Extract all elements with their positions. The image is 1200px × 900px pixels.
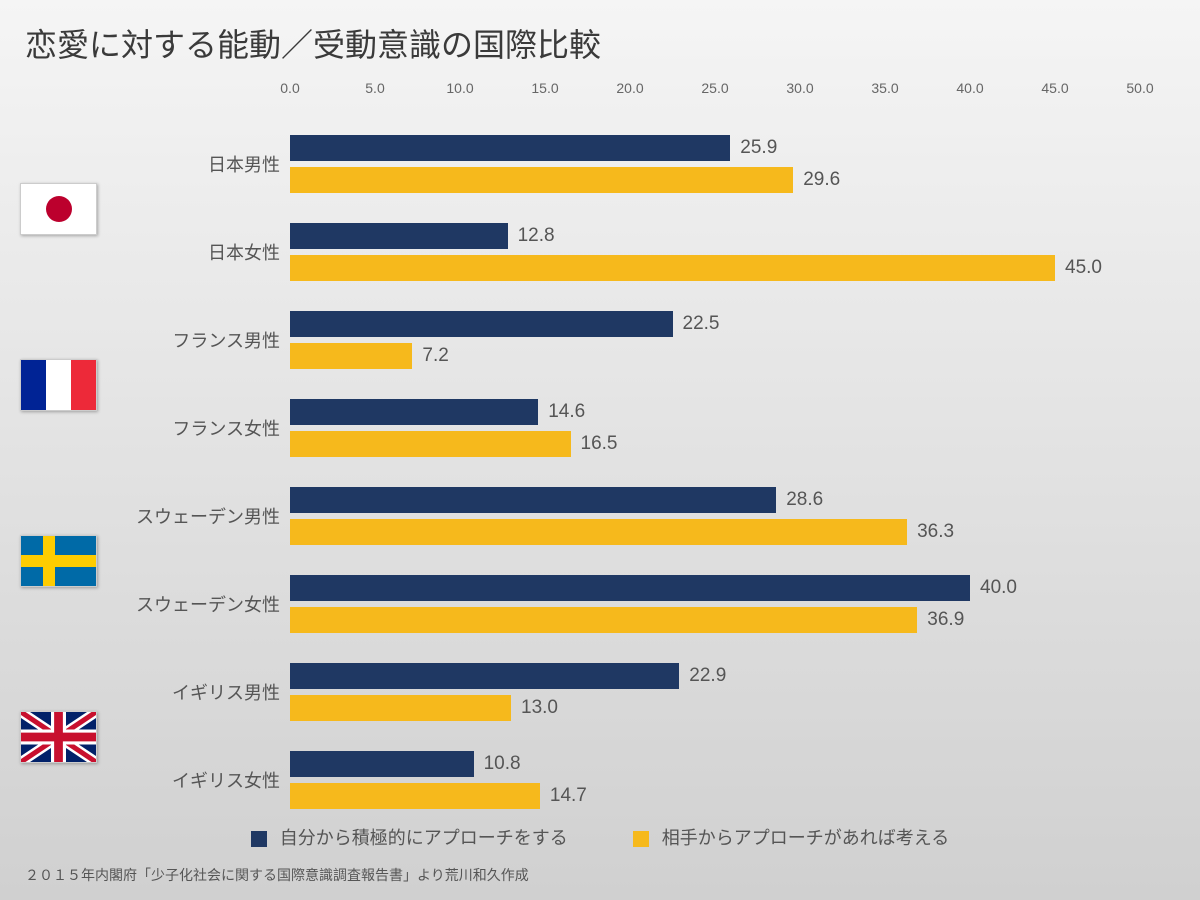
category-label: 日本女性: [0, 239, 280, 265]
bar: [290, 751, 474, 777]
bar: [290, 487, 776, 513]
x-tick-label: 20.0: [616, 80, 643, 96]
chart-row: フランス女性 14.6 16.5: [0, 384, 1200, 472]
bar-value: 36.9: [927, 609, 964, 631]
chart-row: イギリス男性 22.9 13.0: [0, 648, 1200, 736]
bar-value: 45.0: [1065, 257, 1102, 279]
category-label: スウェーデン女性: [0, 591, 280, 617]
category-label: 日本男性: [0, 151, 280, 177]
x-tick-label: 50.0: [1126, 80, 1153, 96]
chart-row: スウェーデン男性 28.6 36.3: [0, 472, 1200, 560]
bar: [290, 255, 1055, 281]
category-label: スウェーデン男性: [0, 503, 280, 529]
bar: [290, 695, 511, 721]
x-tick-label: 15.0: [531, 80, 558, 96]
bar: [290, 519, 907, 545]
bar: [290, 311, 673, 337]
x-tick-label: 5.0: [365, 80, 384, 96]
bar-value: 22.5: [683, 313, 720, 335]
bar-value: 10.8: [484, 753, 521, 775]
chart-row: イギリス女性 10.8 14.7: [0, 736, 1200, 824]
legend-swatch-icon: [251, 831, 267, 847]
legend-swatch-icon: [633, 831, 649, 847]
bar: [290, 343, 412, 369]
x-tick-label: 45.0: [1041, 80, 1068, 96]
category-label: フランス女性: [0, 415, 280, 441]
x-tick-label: 10.0: [446, 80, 473, 96]
bar-value: 36.3: [917, 521, 954, 543]
chart-area: 0.0 5.0 10.0 15.0 20.0 25.0 30.0 35.0 40.0 45.0 50…: [0, 80, 1200, 850]
category-label: イギリス女性: [0, 767, 280, 793]
chart-row: 日本女性 12.8 45.0: [0, 208, 1200, 296]
bar: [290, 223, 508, 249]
bar: [290, 431, 571, 457]
bar: [290, 167, 793, 193]
flag-uk-icon: [20, 711, 97, 763]
bar-value: 12.8: [518, 225, 555, 247]
bar-value: 40.0: [980, 577, 1017, 599]
bar-value: 28.6: [786, 489, 823, 511]
chart-row: スウェーデン女性 40.0 36.9: [0, 560, 1200, 648]
legend-label: 相手からアプローチがあれば考える: [662, 828, 949, 848]
bar: [290, 607, 917, 633]
bar-value: 7.2: [422, 345, 448, 367]
x-tick-label: 25.0: [701, 80, 728, 96]
bar-value: 16.5: [581, 433, 618, 455]
bar: [290, 783, 540, 809]
flag-jp-icon: [20, 183, 97, 235]
bar: [290, 135, 730, 161]
x-tick-label: 0.0: [280, 80, 299, 96]
chart-rows: 日本男性25.929.6日本女性12.845.0フランス男性22.57.2フラン…: [0, 120, 1200, 824]
x-tick-label: 30.0: [786, 80, 813, 96]
flag-fr-icon: [20, 359, 97, 411]
legend: 自分から積極的にアプローチをする 相手からアプローチがあれば考える: [0, 824, 1200, 850]
legend-label: 自分から積極的にアプローチをする: [280, 828, 568, 848]
bar: [290, 575, 970, 601]
x-axis: 0.05.010.015.020.025.030.035.040.045.050…: [290, 80, 1170, 110]
legend-item-active: 自分から積極的にアプローチをする: [251, 824, 568, 850]
chart-row: フランス男性 22.5 7.2: [0, 296, 1200, 384]
chart-row: 日本男性 25.9 29.6: [0, 120, 1200, 208]
category-label: イギリス男性: [0, 679, 280, 705]
bar: [290, 399, 538, 425]
x-tick-label: 35.0: [871, 80, 898, 96]
x-tick-label: 40.0: [956, 80, 983, 96]
flag-se-icon: [20, 535, 97, 587]
bar-value: 13.0: [521, 697, 558, 719]
chart-title: 恋愛に対する能動／受動意識の国際比較: [25, 20, 601, 66]
bar-value: 29.6: [803, 169, 840, 191]
bar-value: 22.9: [689, 665, 726, 687]
bar-value: 14.6: [548, 401, 585, 423]
chart-source: ２０１５年内閣府「少子化社会に関する国際意識調査報告書」より荒川和久作成: [25, 865, 529, 885]
category-label: フランス男性: [0, 327, 280, 353]
legend-item-passive: 相手からアプローチがあれば考える: [633, 824, 949, 850]
bar: [290, 663, 679, 689]
bar-value: 14.7: [550, 785, 587, 807]
bar-value: 25.9: [740, 137, 777, 159]
